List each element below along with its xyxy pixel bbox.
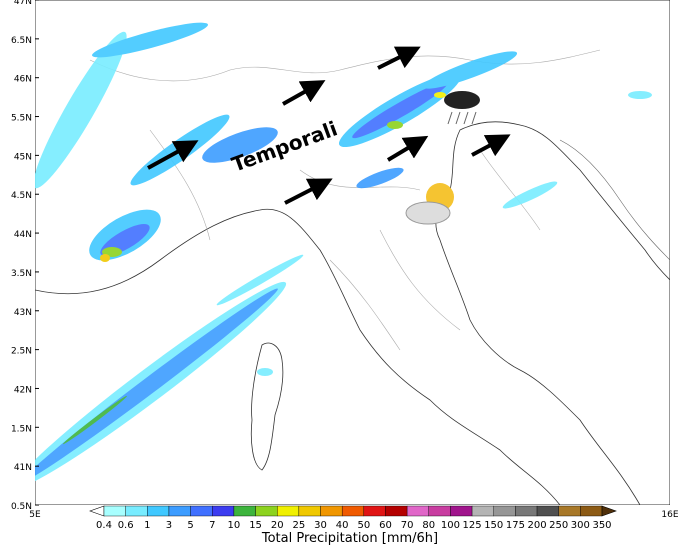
colorbar-segment [147,505,170,517]
colorbar-segment [341,505,365,517]
lon-label: 5E [29,510,41,520]
colorbar: 0.4 0.6 1 3 5 7 10 15 20 25 30 40 50 60 70 80 100 125 150 1… [89,505,617,531]
colorbar-segment [471,505,494,517]
corsica-sardinia [250,342,284,471]
colorbar-label: 1 [144,520,150,531]
map-area: Temporali [35,0,670,505]
colorbar-segment [277,505,300,517]
colorbar-label: 350 [592,520,611,531]
colorbar-segment [450,505,473,517]
colorbar-label: 40 [336,520,349,531]
colorbar-segment [125,505,148,517]
colorbar-segment [536,505,559,517]
colorbar-segment [363,505,386,517]
colorbar-label: 30 [314,520,327,531]
colorbar-label: 3 [166,520,172,531]
colorbar-label: 10 [228,520,241,531]
colorbar-label: 80 [422,520,435,531]
colorbar-label: 300 [571,520,590,531]
lat-label: 4.5N [11,191,32,201]
lat-label: 2.5N [11,347,32,357]
colorbar-segment [298,505,321,517]
lat-label: 6.5N [11,36,32,46]
colorbar-segment [168,505,191,517]
colorbar-segment [233,505,256,517]
colorbar-segment [406,505,429,517]
colorbar-label: 125 [463,520,482,531]
colorbar-label: 60 [379,520,392,531]
colorbar-label: 250 [549,520,568,531]
colorbar-arrow [601,505,617,517]
colorbar-label: 150 [484,520,503,531]
colorbar-title: Total Precipitation [mm/6h] [261,531,438,546]
colorbar-label: 200 [527,520,546,531]
colorbar-label: 175 [506,520,525,531]
colorbar-segment [103,505,126,517]
colorbar-label: 15 [249,520,262,531]
storm-icon [444,91,480,125]
colorbar-segment [580,505,603,517]
axis-labels: 47N 6.5N 46N 5.5N 45N 4.5N 44N 3.5N 43N 2.5N 42N 1.… [11,0,679,520]
croatia-coast [559,139,670,261]
colorbar-label: 25 [293,520,306,531]
wind-arrows [147,46,511,205]
colorbar-arrow [89,505,105,517]
lat-label: 45N [14,152,32,162]
lat-label: 44N [14,230,32,240]
lat-label: 43N [14,308,32,318]
colorbar-segment [428,505,451,517]
lon-label: 16E [661,510,678,520]
colorbar-segment [255,505,278,517]
precipitation [35,22,652,489]
colorbar-segment [515,505,538,517]
colorbar-label: 7 [209,520,215,531]
colorbar-label: 0.4 [96,520,112,531]
colorbar-segment [558,505,581,517]
colorbar-label: 50 [357,520,370,531]
lat-label: 47N [14,0,32,7]
colorbar-label: 100 [441,520,460,531]
colorbar-label: 20 [271,520,284,531]
lat-label: 46N [14,75,32,85]
colorbar-segment [493,505,516,517]
sun-cloud-icon [405,183,454,225]
colorbar-segment [212,505,235,517]
colorbar-label: 5 [187,520,193,531]
lat-label: 41N [14,463,32,473]
colorbar-label: 0.6 [118,520,134,531]
colorbar-segment [385,505,408,517]
lat-label: 1.5N [11,424,32,434]
colorbar-label: 70 [401,520,414,531]
lat-label: 3.5N [11,269,32,279]
lat-label: 5.5N [11,114,32,124]
colorbar-segment [190,505,213,517]
lat-label: 0.5N [11,502,32,512]
lat-label: 42N [14,385,32,395]
colorbar-segment [320,505,343,517]
